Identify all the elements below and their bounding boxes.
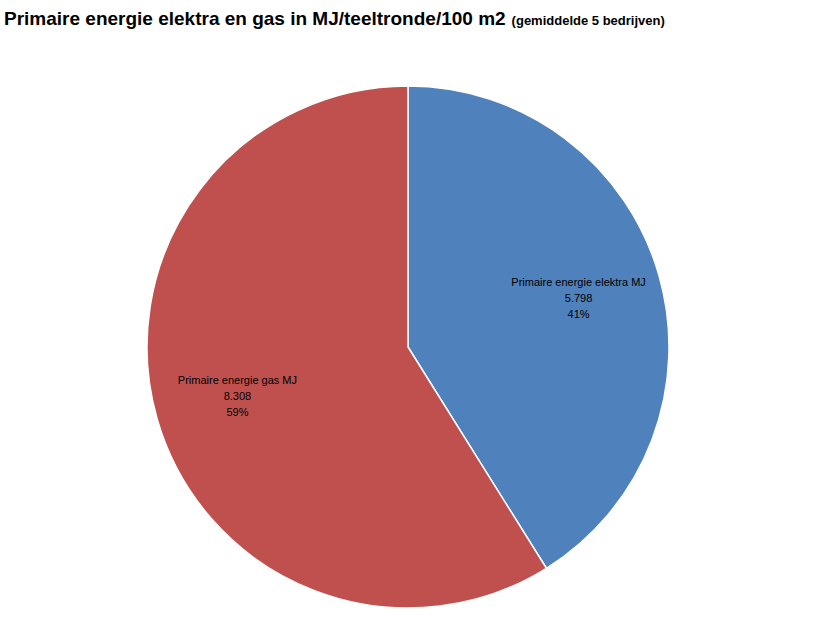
slice-value: 5.798 <box>565 292 593 304</box>
chart: Primaire energie elektra en gas in MJ/te… <box>0 0 825 618</box>
chart-container: Primaire energie elektra en gas in MJ/te… <box>0 0 825 618</box>
slices <box>147 86 669 608</box>
data-labels: Primaire energie elektra MJ 5.798 41% Prima… <box>178 276 646 418</box>
slice-percent: 59% <box>226 406 248 418</box>
subtitle: (gemiddelde 5 bedrijven) <box>512 13 665 28</box>
title-main: Primaire energie elektra en gas in MJ/te… <box>4 8 506 29</box>
slice-category: Primaire energie elektra MJ <box>511 276 646 288</box>
pie-slice <box>147 86 546 608</box>
slice-value: 8.308 <box>224 390 252 402</box>
title: Primaire energie elektra en gas in MJ/te… <box>4 8 665 29</box>
slice-category: Primaire energie gas MJ <box>178 374 297 386</box>
slice-percent: 41% <box>568 308 590 320</box>
